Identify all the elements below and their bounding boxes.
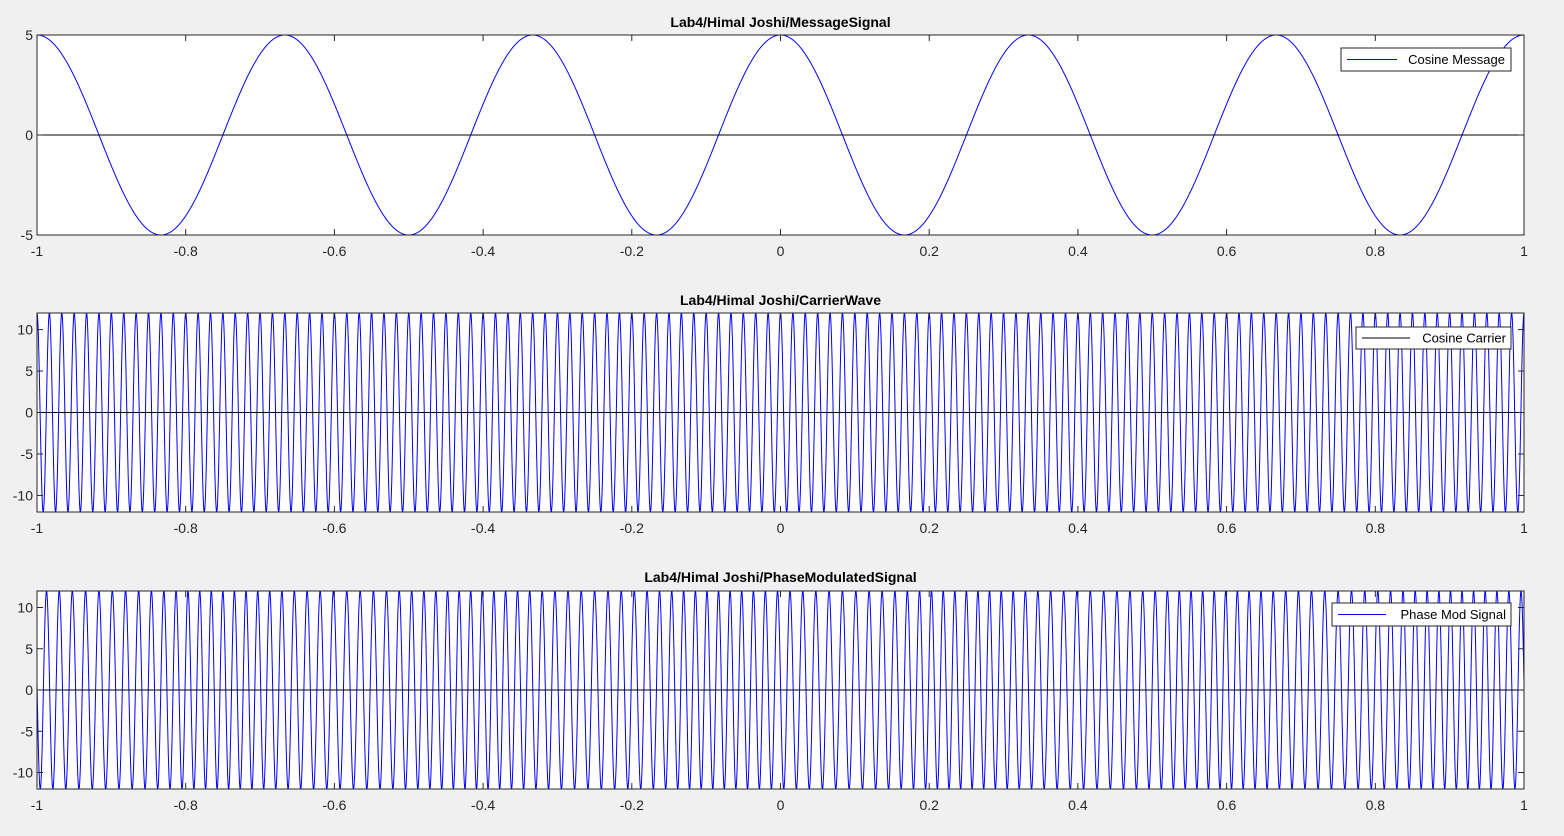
x-tick-label: -1 [31,520,44,536]
chart-title: Lab4/Himal Joshi/PhaseModulatedSignal [644,569,916,585]
x-tick-label: 1 [1520,243,1528,259]
y-tick-label: 10 [17,600,33,616]
y-tick-label: 10 [17,322,33,338]
axes-box [36,34,1525,236]
y-tick-label: -5 [21,446,34,462]
chart-title: Lab4/Himal Joshi/CarrierWave [680,292,881,308]
y-tick-label: 0 [25,405,33,421]
x-tick-label: 0.6 [1217,520,1237,536]
axes-box [36,312,1525,513]
x-axis: -1 -0.8 -0.6 -0.4 -0.2 0 0.2 0.4 0.6 0.8 1 [31,35,1528,259]
x-tick-label: 0.6 [1217,797,1237,813]
x-tick-label: -0.4 [471,243,495,259]
x-tick-label: -0.2 [620,797,644,813]
legend-label: Phase Mod Signal [1400,607,1506,622]
y-tick-label: 0 [25,682,33,698]
legend-label: Cosine Message [1408,52,1505,67]
x-tick-label: -0.8 [174,797,198,813]
x-tick-label: 0 [777,243,785,259]
x-tick-label: 0.4 [1068,243,1088,259]
x-tick-label: -0.2 [620,243,644,259]
x-tick-label: 0.8 [1366,243,1386,259]
series-line [37,591,1524,789]
x-tick-label: 0.8 [1366,797,1386,813]
x-tick-label: -0.6 [322,797,346,813]
legend: Cosine Message [1340,47,1512,72]
subplot-carrier: Lab4/Himal Joshi/CarrierWave -1 -0.8 -0.6-… [13,292,1528,536]
legend-box [1355,326,1512,350]
legend-label: Cosine Carrier [1422,331,1506,346]
legend: Phase Mod Signal [1331,602,1512,627]
x-axis: -1 -0.8 -0.6 -0.4 -0.2 0 0.2 0.4 0.6 0.8 1 [31,313,1528,536]
y-tick-label: 5 [25,363,33,379]
x-tick-label: -0.6 [322,520,346,536]
x-tick-label: 1 [1520,520,1528,536]
x-tick-label: 0.4 [1068,797,1088,813]
x-tick-label: 0 [777,797,785,813]
x-tick-label: -0.4 [471,520,495,536]
y-axis: -10 -5 0 5 10 [13,322,1524,503]
x-tick-label: 0.8 [1366,520,1386,536]
x-tick-label: -0.8 [174,520,198,536]
y-axis: -10 -5 0 5 10 [13,600,1524,781]
x-tick-label: -1 [31,243,44,259]
y-tick-label: 5 [25,641,33,657]
x-tick-label: 1 [1520,797,1528,813]
x-tick-label: 0.4 [1068,520,1088,536]
plot-area [37,35,1524,235]
x-tick-label: 0.2 [919,243,939,259]
x-tick-label: 0.6 [1217,243,1237,259]
y-tick-label: -10 [13,765,33,781]
x-tick-label: 0.2 [919,797,939,813]
legend-box [1331,602,1512,627]
y-tick-label: -5 [21,723,34,739]
legend-box [1340,47,1512,72]
y-tick-label: -10 [13,487,33,503]
y-tick-label: -5 [21,227,34,243]
axes-box [36,590,1525,790]
x-tick-label: -1 [31,797,44,813]
x-tick-label: -0.2 [620,520,644,536]
y-tick-label: 5 [25,27,33,43]
x-axis: -1 -0.8 -0.6 -0.4 -0.2 0 0.2 0.4 0.6 0.8 1 [31,591,1528,813]
subplot-message: Lab4/Himal Joshi/MessageSignal -1 -0.8 -0.… [21,14,1529,259]
legend: Cosine Carrier [1355,326,1512,350]
subplot-phase-modulated: Lab4/Himal Joshi/PhaseModulatedSignal -1… [13,569,1528,813]
x-tick-label: -0.4 [471,797,495,813]
x-tick-label: 0.2 [919,520,939,536]
y-tick-label: 0 [25,127,33,143]
x-tick-label: 0 [777,520,785,536]
plot-area [37,591,1524,789]
chart-title: Lab4/Himal Joshi/MessageSignal [670,14,890,30]
x-tick-label: -0.8 [174,243,198,259]
x-tick-label: -0.6 [322,243,346,259]
